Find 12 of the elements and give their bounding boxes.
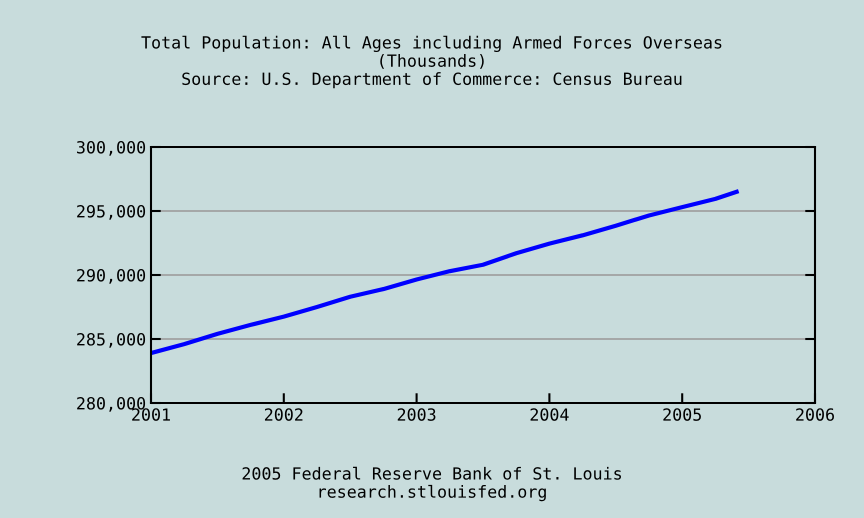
x-tick-label: 2004 — [530, 408, 569, 421]
text: 2005 Federal Reserve Bank of St. Louis research.stlouisfed.org — [242, 466, 622, 502]
y-tick-label: 290,000 — [77, 269, 146, 284]
x-tick-label: 2005 — [663, 408, 701, 421]
chart-title: Total Population: All Ages including Armed Forces Overseas (Thousands) Source: U.S. Department of Commerce: Census Bureau — [141, 36, 722, 88]
x-tick-label: 2006 — [796, 408, 834, 421]
y-tick-label: 300,000 — [77, 141, 146, 156]
x-tick-label: 2003 — [398, 408, 436, 421]
y-tick-label: 285,000 — [77, 333, 146, 348]
x-tick-label: 2002 — [264, 408, 302, 421]
y-tick-label: 295,000 — [77, 205, 146, 220]
line-series — [151, 190, 739, 356]
